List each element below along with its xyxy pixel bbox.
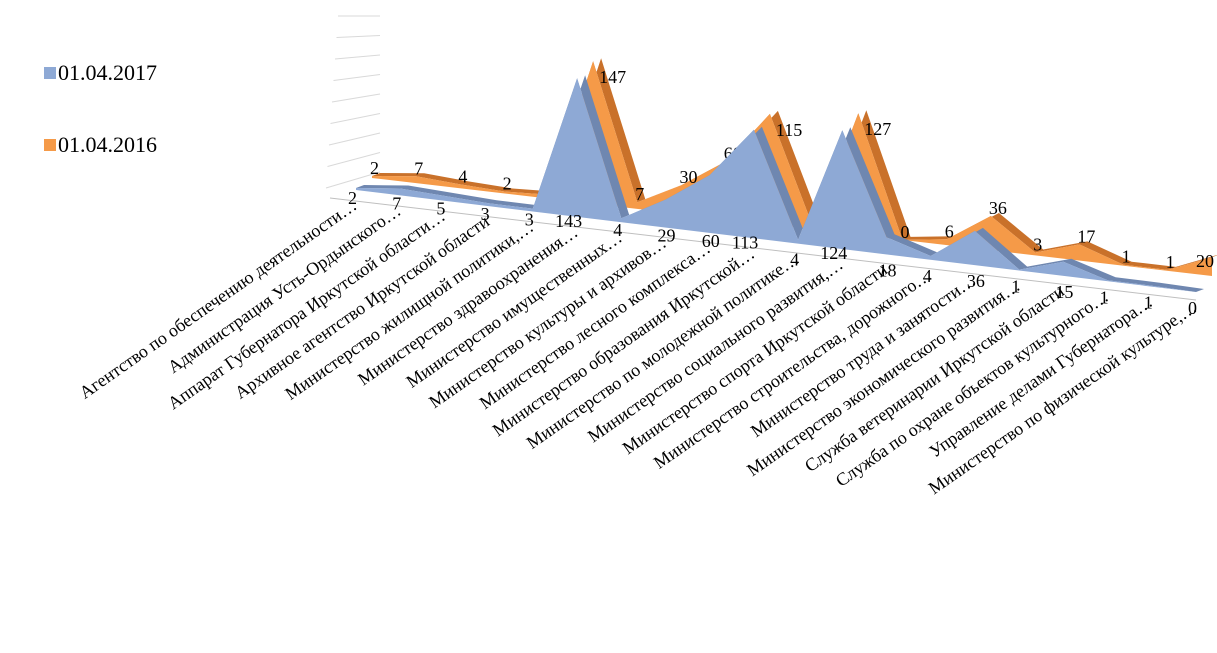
data-label: 147 [599,67,626,87]
gridline [334,54,381,60]
data-label: 17 [1077,226,1095,246]
legend-item-series-2: 01.04.2016 [44,132,157,158]
legend-label-series-1: 01.04.2017 [58,60,157,85]
data-label: 1 [1100,287,1109,307]
data-label: 30 [680,167,698,187]
data-label: 113 [732,232,758,252]
gridline [327,152,381,167]
gridline [325,171,381,189]
data-label: 7 [635,184,644,204]
data-label: 1 [1122,247,1131,267]
gridlines [325,15,381,189]
data-label: 1 [1144,293,1153,313]
data-label: 20 [1196,251,1214,271]
data-label: 60 [702,231,720,251]
data-label: 3 [1033,235,1042,255]
data-label: 4 [923,266,932,286]
data-label: 36 [989,198,1007,218]
data-label: 4 [790,250,799,270]
series-fill-1 [356,78,1196,292]
gridline [330,113,381,124]
data-label: 5 [436,199,445,219]
data-label: 124 [820,243,847,263]
floor-line [329,197,1197,301]
data-label: 7 [392,193,401,213]
data-label: 2 [348,188,357,208]
legend-label-series-2: 01.04.2016 [58,132,157,157]
data-label: 143 [555,211,582,231]
data-label: 3 [481,204,490,224]
data-label: 29 [658,226,676,246]
data-label: 0 [901,222,910,242]
data-label: 3 [525,210,534,230]
series-area-1 [356,75,1204,292]
data-label: 15 [1055,282,1073,302]
data-label: 2 [503,174,512,194]
data-label: 4 [613,220,622,240]
series-edge-1 [356,75,1204,292]
gridline [333,74,381,81]
gridline [331,93,381,103]
legend-swatch-series-1 [44,66,56,79]
legend-item-series-1: 01.04.2017 [44,60,157,86]
data-label: 36 [967,271,985,291]
data-label: 18 [879,260,897,280]
data-label: 115 [776,120,802,140]
data-label: 2 [370,158,379,178]
data-label: 0 [1188,298,1197,318]
data-label: 6 [945,221,954,241]
data-label: 4 [458,166,467,186]
data-label: 1 [1166,252,1175,272]
data-label: 127 [864,119,891,139]
gridline [328,132,381,146]
legend-swatch-series-2 [44,138,56,151]
data-label: 7 [414,158,423,178]
gridline [336,35,381,38]
data-label: 1 [1011,277,1020,297]
